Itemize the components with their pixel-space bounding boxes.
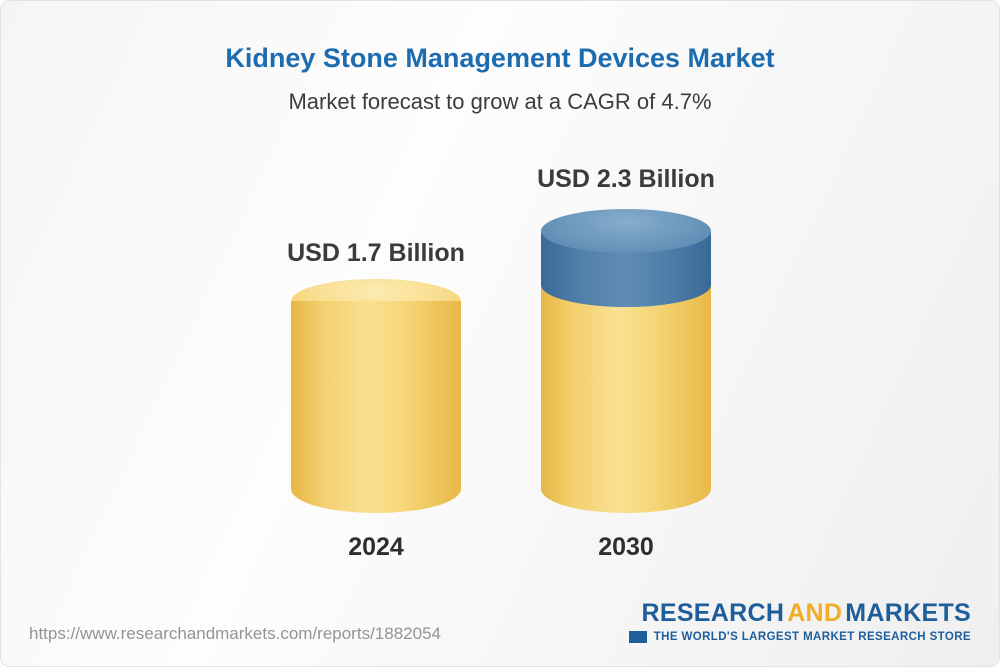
logo-word-and: AND xyxy=(787,599,843,627)
bar-value-label-2024: USD 1.7 Billion xyxy=(287,239,465,267)
cylinder-2024-body xyxy=(291,301,461,513)
logo-wordmark: RESEARCH AND MARKETS xyxy=(629,599,971,628)
page-title: Kidney Stone Management Devices Market xyxy=(225,43,775,73)
x-axis-label-2024: 2024 xyxy=(348,533,404,561)
logo-mark-icon xyxy=(628,631,647,643)
logo-tagline: THE WORLD'S LARGEST MARKET RESEARCH STOR… xyxy=(653,631,971,643)
logo-word-markets: MARKETS xyxy=(845,599,971,627)
x-axis-label-2030: 2030 xyxy=(598,533,654,561)
bar-value-label-2030: USD 2.3 Billion xyxy=(537,165,715,193)
cylinder-2030-yellow-segment xyxy=(541,285,711,513)
research-and-markets-logo: RESEARCH AND MARKETS THE WORLD'S LARGEST M… xyxy=(628,599,971,643)
report-url: https://www.researchandmarkets.com/repor… xyxy=(29,624,441,643)
page-subtitle: Market forecast to grow at a CAGR of 4.7… xyxy=(288,89,712,114)
cylinder-2030-top xyxy=(541,209,711,253)
logo-word-research: RESEARCH xyxy=(641,599,785,627)
logo-tagline-row: THE WORLD'S LARGEST MARKET RESEARCH STOR… xyxy=(628,631,971,643)
